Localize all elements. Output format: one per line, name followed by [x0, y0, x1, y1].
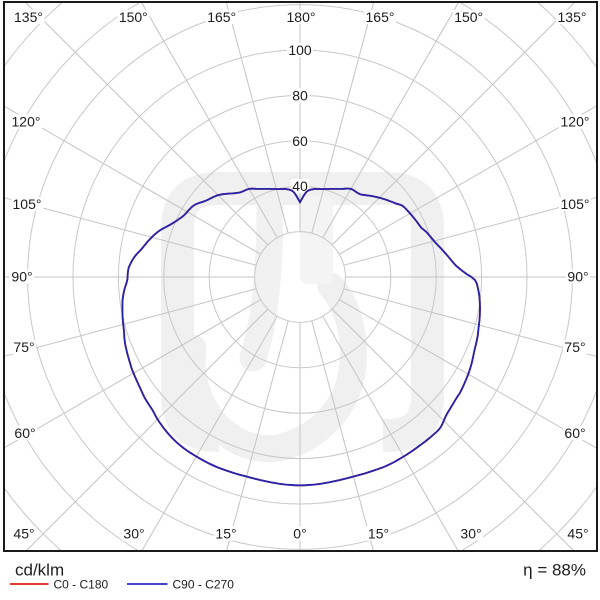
svg-text:80: 80 [292, 87, 308, 103]
svg-text:C0 - C180: C0 - C180 [54, 578, 109, 592]
svg-text:0°: 0° [293, 526, 306, 542]
svg-text:η = 88%: η = 88% [523, 561, 586, 580]
svg-text:15°: 15° [215, 526, 236, 542]
svg-text:180°: 180° [287, 9, 316, 25]
svg-text:165°: 165° [207, 9, 236, 25]
svg-text:40: 40 [292, 178, 308, 194]
svg-text:60°: 60° [564, 425, 585, 441]
svg-text:45°: 45° [13, 526, 34, 542]
svg-text:90°: 90° [11, 269, 32, 285]
svg-text:15°: 15° [368, 526, 389, 542]
svg-text:120°: 120° [12, 114, 41, 130]
svg-text:cd/klm: cd/klm [15, 561, 64, 580]
svg-text:165°: 165° [366, 9, 395, 25]
svg-text:75°: 75° [13, 339, 34, 355]
svg-text:100: 100 [288, 42, 312, 58]
svg-text:150°: 150° [119, 9, 148, 25]
svg-text:120°: 120° [561, 114, 590, 130]
svg-text:135°: 135° [558, 9, 587, 25]
svg-text:90°: 90° [567, 269, 588, 285]
svg-text:45°: 45° [567, 526, 588, 542]
svg-text:150°: 150° [454, 9, 483, 25]
svg-text:60: 60 [292, 133, 308, 149]
svg-text:30°: 30° [123, 526, 144, 542]
svg-text:135°: 135° [14, 9, 43, 25]
svg-text:105°: 105° [13, 196, 42, 212]
svg-text:60°: 60° [14, 425, 35, 441]
svg-text:105°: 105° [561, 196, 590, 212]
svg-text:30°: 30° [460, 526, 481, 542]
svg-text:75°: 75° [564, 339, 585, 355]
svg-text:C90 - C270: C90 - C270 [173, 578, 235, 592]
